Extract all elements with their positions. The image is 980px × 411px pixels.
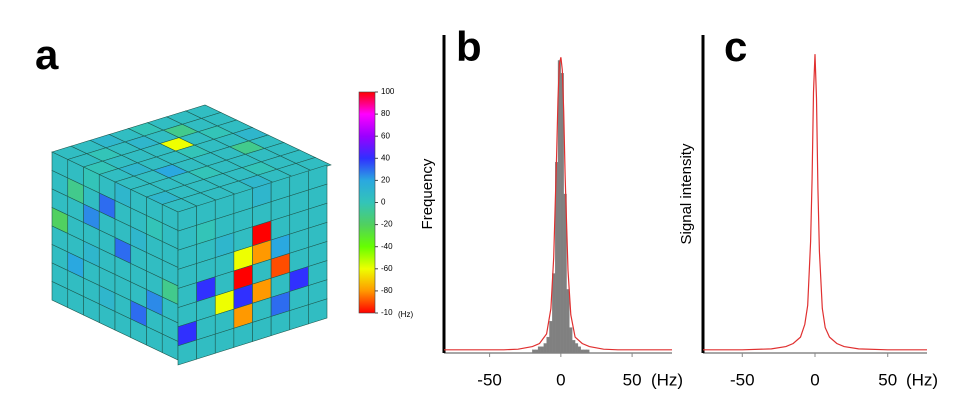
panel-letter: b bbox=[456, 23, 482, 70]
colorbar-tick-label: -20 bbox=[381, 220, 393, 229]
colorbar bbox=[358, 91, 376, 314]
bar bbox=[574, 343, 579, 354]
colorbar-tick-label: -60 bbox=[381, 264, 393, 273]
bar bbox=[583, 349, 587, 354]
bar bbox=[535, 349, 539, 354]
x-tick-label: 0 bbox=[810, 370, 819, 389]
cube-cell bbox=[308, 298, 328, 325]
y-axis-label: Signal intensity bbox=[678, 143, 695, 244]
bar bbox=[537, 346, 542, 354]
colorbar-tick-label: 80 bbox=[381, 109, 390, 118]
bar bbox=[532, 349, 536, 354]
colorbar-label: (Hz) bbox=[398, 310, 413, 319]
bar bbox=[566, 289, 570, 354]
bar bbox=[543, 343, 547, 354]
y-axis-label: Frequency bbox=[419, 158, 436, 229]
x-axis-label: (Hz) bbox=[651, 370, 683, 389]
bar bbox=[540, 346, 544, 354]
line bbox=[444, 57, 672, 351]
bar bbox=[546, 336, 550, 354]
colorbar-tick-label: -10 bbox=[381, 308, 393, 317]
x-tick-label: 50 bbox=[878, 370, 897, 389]
bar bbox=[586, 349, 590, 354]
panel-letter: c bbox=[724, 23, 747, 70]
bar bbox=[577, 346, 581, 354]
bar bbox=[572, 340, 576, 354]
line bbox=[703, 54, 927, 351]
x-tick-label: -50 bbox=[730, 370, 755, 389]
bar bbox=[569, 327, 573, 354]
bar bbox=[580, 349, 584, 354]
x-axis-label: (Hz) bbox=[906, 370, 938, 389]
colorbar-tick-label: 0 bbox=[381, 198, 386, 207]
colorbar-tick-label: 60 bbox=[381, 131, 390, 140]
panel-letter: a bbox=[35, 31, 59, 78]
x-tick-label: -50 bbox=[477, 370, 502, 389]
x-tick-label: 50 bbox=[623, 370, 642, 389]
colorbar-tick-label: 100 bbox=[381, 87, 395, 96]
colorbar-tick-label: -80 bbox=[381, 286, 393, 295]
x-tick-label: 0 bbox=[556, 370, 565, 389]
colorbar-tick-label: 20 bbox=[381, 176, 390, 185]
colorbar-tick-label: -40 bbox=[381, 242, 393, 251]
bar bbox=[549, 321, 553, 354]
colorbar-tick-label: 40 bbox=[381, 153, 390, 162]
